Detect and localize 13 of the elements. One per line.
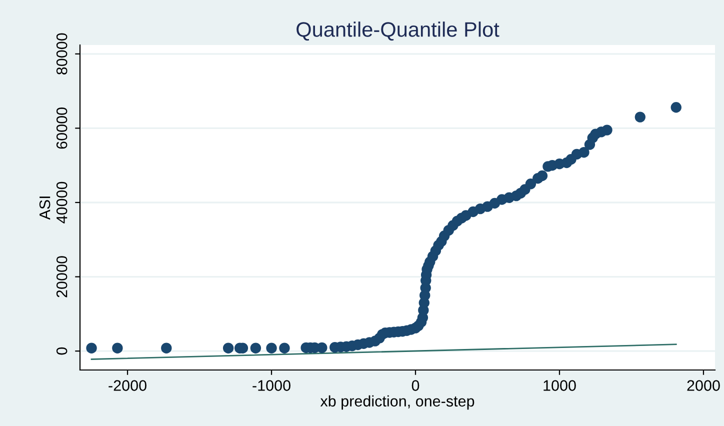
x-tick-label: -1000 [252, 380, 290, 391]
x-tick-label: -2000 [108, 380, 146, 391]
chart-title: Quantile-Quantile Plot [296, 22, 500, 41]
y-tick-label: 40000 [56, 182, 68, 224]
y-axis-title: ASI [39, 196, 50, 220]
y-tick-label: 20000 [56, 256, 68, 298]
y-tick-label: 80000 [56, 33, 68, 74]
y-tick-label: 0 [56, 347, 68, 355]
x-tick-label: 0 [412, 380, 420, 391]
x-axis-title: xb prediction, one-step [320, 395, 474, 410]
x-tick-label: 1000 [544, 380, 576, 391]
y-tick-label: 60000 [56, 108, 68, 149]
x-tick-label: 2000 [687, 380, 720, 391]
